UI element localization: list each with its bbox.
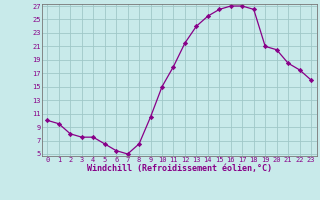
X-axis label: Windchill (Refroidissement éolien,°C): Windchill (Refroidissement éolien,°C) [87,164,272,173]
